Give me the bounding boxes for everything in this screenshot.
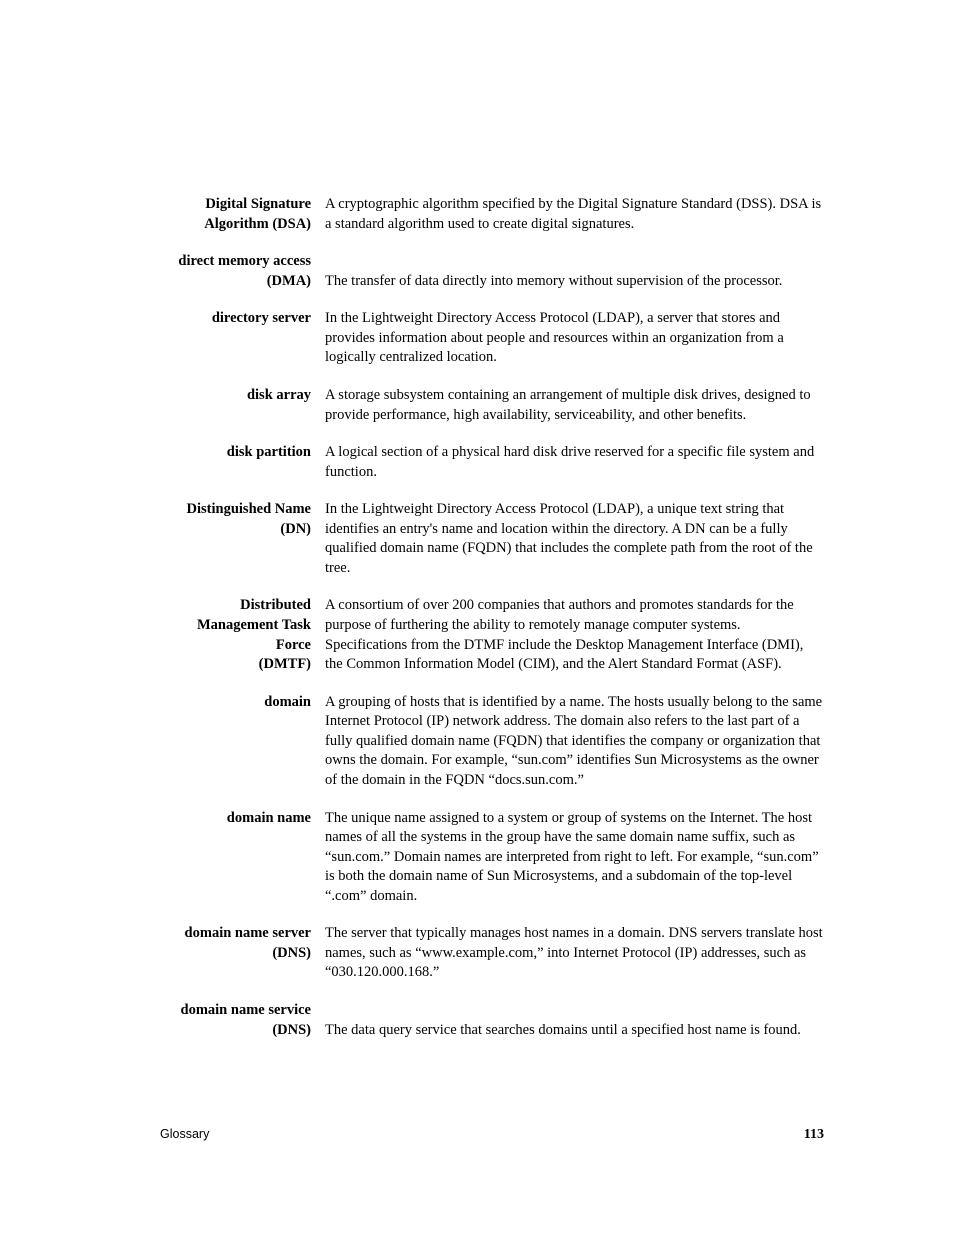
glossary-entries: Digital SignatureAlgorithm (DSA)A crypto… [160,195,824,1040]
glossary-term-line: disk array [160,386,311,406]
glossary-term-line: domain name service [160,1001,311,1021]
glossary-term: domain name [160,809,325,829]
glossary-definition: The server that typically manages host n… [325,924,824,983]
glossary-page: Digital SignatureAlgorithm (DSA)A crypto… [0,0,954,1040]
glossary-term-line: (DNS) [160,1021,311,1041]
glossary-term-line: Distributed [160,596,311,616]
glossary-definition: A grouping of hosts that is identified b… [325,693,824,791]
glossary-term-line: disk partition [160,443,311,463]
glossary-entry: domain A grouping of hosts that is identi… [160,693,824,791]
glossary-term: Digital SignatureAlgorithm (DSA) [160,195,325,234]
glossary-entry: disk array A storage subsystem containing… [160,386,824,425]
glossary-definition: A storage subsystem containing an arrang… [325,386,824,425]
glossary-term-line: (DMA) [160,272,311,292]
glossary-entry: Digital SignatureAlgorithm (DSA)A crypto… [160,195,824,234]
glossary-definition: In the Lightweight Directory Access Prot… [325,309,824,368]
glossary-entry: direct memory access(DMA)The transfer of… [160,252,824,291]
glossary-entry: domain name server(DNS)The server that t… [160,924,824,983]
glossary-term-line: Algorithm (DSA) [160,215,311,235]
glossary-term: domain [160,693,325,713]
glossary-term: domain name service(DNS) [160,1001,325,1040]
glossary-definition: A cryptographic algorithm specified by t… [325,195,824,234]
glossary-term-line: domain [160,693,311,713]
glossary-entry: domain name service(DNS)The data query s… [160,1001,824,1040]
glossary-term-line: domain name [160,809,311,829]
glossary-term-line: (DNS) [160,944,311,964]
glossary-term-line: direct memory access [160,252,311,272]
glossary-term-line: (DMTF) [160,655,311,675]
glossary-definition: In the Lightweight Directory Access Prot… [325,500,824,578]
glossary-term-line: Management Task Force [160,616,311,655]
glossary-definition: A logical section of a physical hard dis… [325,443,824,482]
glossary-definition: The unique name assigned to a system or … [325,809,824,907]
glossary-term: disk array [160,386,325,406]
glossary-term: domain name server(DNS) [160,924,325,963]
glossary-term-line: Distinguished Name [160,500,311,520]
glossary-entry: directory server In the Lightweight Direc… [160,309,824,368]
glossary-term: direct memory access(DMA) [160,252,325,291]
glossary-term-line: domain name server [160,924,311,944]
glossary-definition: A consortium of over 200 companies that … [325,596,824,674]
glossary-entry: Distinguished Name(DN)In the Lightweight… [160,500,824,578]
footer-section-label: Glossary [160,1127,209,1143]
glossary-term: Distinguished Name(DN) [160,500,325,539]
glossary-term: DistributedManagement Task Force(DMTF) [160,596,325,674]
glossary-term: disk partition [160,443,325,463]
glossary-term: directory server [160,309,325,329]
glossary-term-line: Digital Signature [160,195,311,215]
glossary-entry: DistributedManagement Task Force(DMTF)A … [160,596,824,674]
glossary-definition: The transfer of data directly into memor… [325,272,824,292]
page-footer: Glossary 113 [160,1127,824,1143]
glossary-definition: The data query service that searches dom… [325,1021,824,1041]
glossary-term-line: directory server [160,309,311,329]
glossary-entry: disk partition A logical section of a phy… [160,443,824,482]
footer-page-number: 113 [804,1127,824,1143]
glossary-entry: domain name The unique name assigned to a… [160,809,824,907]
glossary-term-line: (DN) [160,520,311,540]
